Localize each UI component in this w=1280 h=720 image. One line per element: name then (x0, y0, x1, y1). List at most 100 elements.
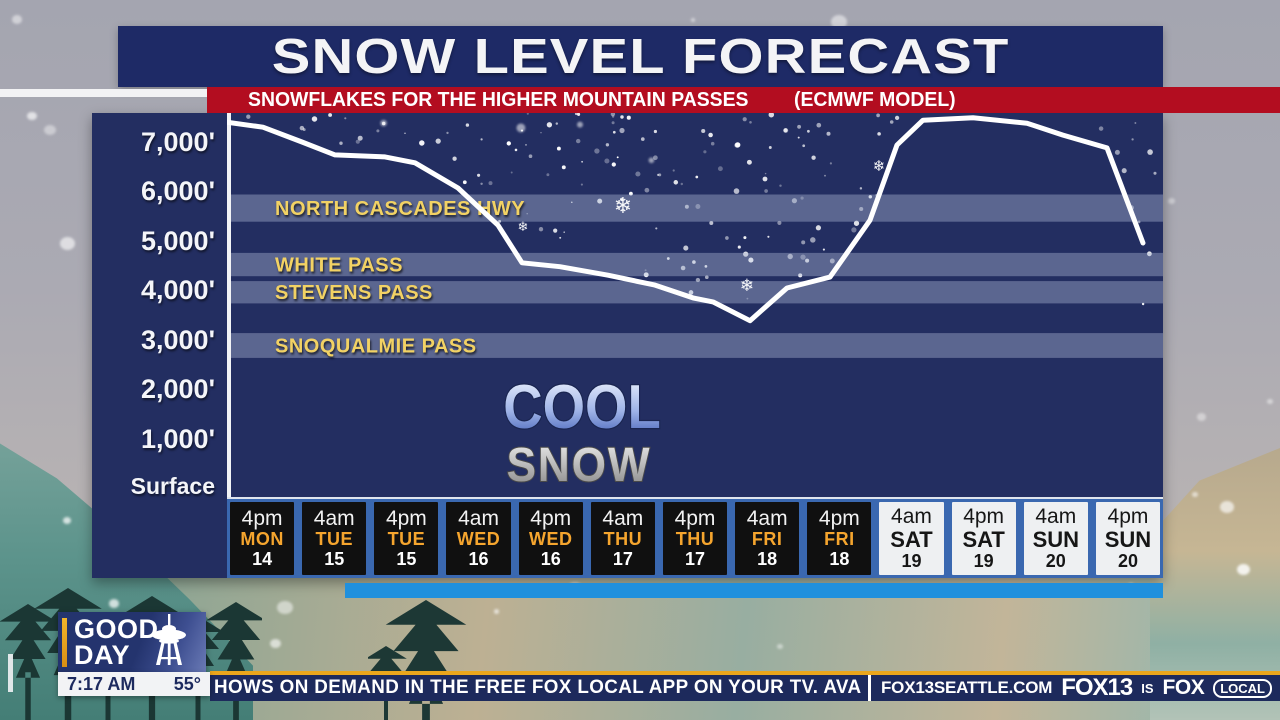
snowflake-blob (494, 609, 500, 614)
station-logo: FOX13 (1061, 674, 1133, 701)
snowflake-blob (1220, 501, 1234, 513)
news-ticker: HOWS ON DEMAND IN THE FREE FOX LOCAL APP… (210, 671, 1280, 701)
station-bug: FOX13SEATTLE.COM FOX13 IS FOX LOCAL (867, 674, 1280, 701)
subtitle-banner: SNOWFLAKES FOR THE HIGHER MOUNTAIN PASSE… (207, 87, 1280, 113)
timeline-day: THU (675, 529, 715, 550)
website-url: FOX13SEATTLE.COM (880, 678, 1053, 697)
timeline-day: MON (240, 529, 284, 550)
snow-level-line (227, 115, 1146, 324)
timeline-date: 17 (685, 548, 706, 569)
timeline-date: 16 (468, 548, 489, 569)
timeline-time: 4pm (818, 506, 860, 530)
timeline-cell: 4am WED 16 (446, 502, 511, 575)
y-axis-label: 1,000' (141, 423, 215, 454)
pass-label: STEVENS PASS (275, 282, 433, 304)
timeline-date: 20 (1117, 550, 1138, 571)
tree-shape (206, 602, 262, 720)
evergreen-tree-silhouette (368, 600, 467, 720)
pass-label: SNOQUALMIE PASS (275, 335, 477, 357)
timeline-time: 4am (602, 506, 644, 530)
show-name: GOOD DAY (74, 614, 159, 670)
space-needle-icon (152, 614, 186, 665)
header-divider (0, 89, 207, 97)
snowflake-blob (109, 599, 120, 608)
y-axis-label: 2,000' (141, 374, 215, 404)
clock: 7:17 AM (67, 673, 136, 694)
tree-shape (0, 604, 57, 720)
y-axis-label: 3,000' (141, 324, 215, 355)
fox-wordmark: FOX (1162, 676, 1205, 699)
timeline-day: WED (528, 529, 573, 550)
y-axis: 7,000' 6,000' 5,000' 4,000' 3,000' 2,000' 1,00… (92, 113, 227, 500)
snowflake-blob (1192, 492, 1198, 497)
tree-shape (385, 600, 467, 720)
timeline-date: 18 (829, 548, 850, 569)
snowflake-blob (12, 15, 23, 24)
timeline-date: 15 (324, 548, 345, 569)
timeline-day: FRI (824, 529, 855, 550)
timeline-cell: 4am SUN 20 (1023, 502, 1088, 575)
snowflake-icon: ❄ (873, 158, 886, 175)
snowflake-icon: ❄ (518, 219, 529, 234)
timeline-day: SAT (962, 527, 1005, 553)
y-axis-label: 6,000' (141, 176, 215, 206)
timeline-day: THU (603, 529, 643, 550)
timeline-day: TUE (387, 529, 426, 550)
timeline-cell: 4pm FRI 18 (807, 502, 872, 575)
timeline-cell: 4pm WED 16 (518, 502, 583, 575)
timeline-cell: 4pm SAT 19 (951, 502, 1016, 575)
timeline-cell: 4pm TUE 15 (374, 502, 439, 575)
timeline-cell: 4am THU 17 (590, 502, 655, 575)
is-label: IS (1141, 680, 1154, 696)
model-note: (ECMWF MODEL) (794, 88, 956, 111)
ticker-text: HOWS ON DEMAND IN THE FREE FOX LOCAL APP… (213, 677, 862, 698)
snowflake-blob (60, 237, 75, 250)
timeline-date: 16 (540, 548, 561, 569)
snowflake-blob (1168, 198, 1175, 204)
timeline-time: 4am (746, 506, 788, 530)
timeline-day: SUN (1032, 527, 1080, 553)
timeline-time: 4pm (1107, 504, 1149, 528)
snowflake-blob (44, 125, 57, 136)
show-name-line1: GOOD (74, 614, 159, 645)
timeline-time: 4am (458, 506, 499, 530)
snowflake-blob (1267, 399, 1273, 404)
timeline-day: SAT (890, 527, 933, 553)
timeline-cell: 4am FRI 18 (735, 502, 800, 575)
cool-annotation: COOL (503, 373, 661, 442)
timeline-time: 4pm (530, 506, 572, 530)
timeline-date: 18 (757, 548, 778, 569)
timeline-day: SUN (1104, 527, 1152, 553)
timeline-cell: 4pm THU 17 (662, 502, 728, 575)
page-title: SNOW LEVEL FORECAST (271, 29, 1010, 84)
timeline-day: WED (456, 529, 501, 550)
timeline-time: 4pm (674, 506, 716, 530)
temperature: 55° (173, 673, 201, 694)
timeline-date: 17 (612, 548, 633, 569)
title-banner: SNOW LEVEL FORECAST (118, 26, 1163, 87)
timeline-date: 14 (252, 548, 273, 569)
timeline-time: 4pm (385, 506, 427, 530)
timeline-time: 4pm (241, 506, 283, 530)
timeline-date: 20 (1045, 550, 1066, 571)
show-name-line2: DAY (74, 639, 131, 670)
timeline-cell: 4am TUE 15 (302, 502, 367, 575)
forecast-panel: 7,000' 6,000' 5,000' 4,000' 3,000' 2,000' 1,00… (92, 113, 1163, 578)
timeline-day: TUE (315, 529, 353, 550)
timeline-day: FRI (751, 529, 783, 550)
subtitle-text: SNOWFLAKES FOR THE HIGHER MOUNTAIN PASSE… (248, 88, 749, 111)
timeline-time: 4am (313, 506, 355, 530)
snowflake-blob (270, 639, 281, 648)
snow-level-chart: NORTH CASCADES HWY WHITE PASS STEVENS PASS… (227, 113, 1163, 497)
y-axis-label: 5,000' (141, 225, 215, 256)
timeline-axis: 4pm MON 14 4am TUE 15 4pm TUE 15 4am WED 16 4pm WED 16… (227, 497, 1163, 578)
y-axis-label: 7,000' (141, 126, 215, 157)
snowflake-icon: ❄ (614, 193, 632, 218)
timeline-cell: 4pm MON 14 (230, 502, 295, 575)
snow-annotation: SNOW (507, 437, 652, 491)
snowflake-blob (691, 18, 696, 22)
snowflake-blob (27, 112, 37, 121)
timeline-date: 19 (901, 550, 922, 571)
timeline-time: 4am (891, 504, 932, 528)
